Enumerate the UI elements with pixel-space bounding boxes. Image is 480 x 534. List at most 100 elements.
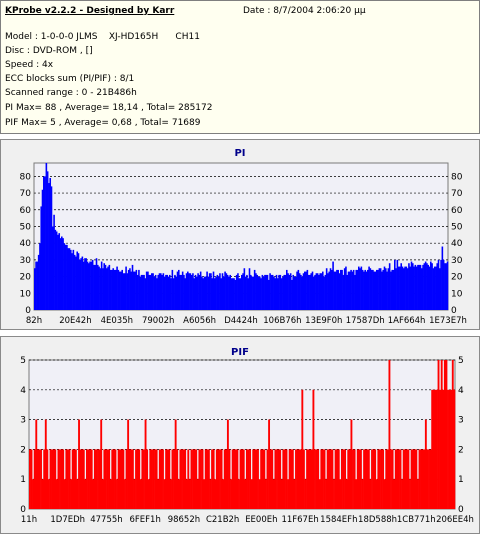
chart-bar — [434, 389, 437, 509]
chart-bar — [108, 449, 111, 509]
chart-bar — [41, 479, 44, 509]
chart-bar — [378, 268, 381, 310]
chart-bar — [242, 449, 245, 509]
chart-bar — [253, 269, 256, 310]
chart-bar — [97, 264, 99, 310]
chart-bar — [189, 273, 192, 310]
chart-bar — [250, 274, 252, 310]
chart-bar — [418, 264, 421, 310]
y-tick-label-right: 20 — [451, 273, 463, 283]
chart-bar — [130, 271, 133, 310]
chart-bar — [342, 449, 345, 509]
chart-bar — [251, 276, 253, 310]
chart-bar — [399, 266, 401, 310]
chart-bar — [273, 276, 275, 310]
chart-bar — [350, 269, 352, 310]
chart-bar — [315, 449, 318, 509]
chart-bar — [351, 271, 354, 310]
x-tick-label: 6FEF1h — [130, 515, 161, 525]
chart-bar — [372, 449, 375, 509]
chart-bar — [57, 449, 60, 509]
chart-bar — [44, 176, 46, 310]
chart-bar — [219, 449, 221, 509]
chart-bar — [126, 273, 129, 310]
chart-bar — [412, 263, 414, 310]
chart-bar — [48, 183, 50, 310]
chart-bar — [55, 231, 58, 310]
chart-bar — [245, 449, 248, 509]
chart-bar — [149, 274, 152, 310]
chart-bar — [127, 419, 130, 509]
x-tick-label: 17587Dh — [346, 316, 385, 326]
chart-bar — [446, 261, 449, 310]
chart-bar — [404, 449, 407, 509]
chart-bar — [328, 449, 331, 509]
chart-bar — [280, 479, 283, 509]
chart-bar — [54, 229, 57, 310]
chart-bar — [377, 269, 379, 310]
y-tick-label-left: 50 — [20, 222, 32, 232]
chart-bar — [73, 449, 76, 509]
chart-bar — [127, 269, 130, 310]
chart-bar — [222, 479, 225, 509]
chart-bar — [198, 274, 201, 310]
chart-bar — [437, 259, 440, 310]
chart-bar — [211, 278, 214, 310]
chart-bar — [437, 360, 440, 509]
chart-bar — [379, 268, 382, 310]
chart-bar — [82, 261, 85, 310]
chart-bar — [391, 449, 394, 509]
chart-bar — [81, 256, 84, 310]
chart-bar — [52, 226, 54, 310]
chart-bar — [322, 271, 324, 310]
chart-bar — [300, 274, 302, 310]
chart-bar — [358, 449, 361, 509]
chart-bar — [346, 274, 349, 310]
chart-bar — [332, 261, 334, 310]
chart-bar — [423, 263, 426, 310]
chart-bar — [217, 276, 220, 310]
chart-bar — [176, 271, 179, 310]
chart-bar — [264, 274, 266, 310]
chart-bar — [329, 268, 332, 310]
chart-bar — [313, 276, 315, 310]
chart-bar — [44, 419, 47, 509]
chart-bar — [220, 278, 223, 310]
chart-bar — [363, 271, 365, 310]
chart-bar — [188, 273, 190, 310]
chart-bar — [385, 268, 387, 310]
chart-bar — [154, 274, 157, 310]
chart-bar — [90, 261, 93, 310]
chart-bar — [340, 449, 343, 509]
chart-bar — [387, 268, 390, 310]
chart-bar — [301, 389, 304, 509]
chart-bar — [287, 479, 290, 509]
chart-bar — [359, 268, 361, 310]
y-tick-label-left: 4 — [20, 386, 26, 396]
chart-bar — [428, 266, 431, 310]
chart-bar — [424, 261, 427, 310]
chart-bar — [354, 274, 356, 310]
y-tick-label-left: 1 — [20, 475, 26, 485]
chart-bar — [410, 261, 413, 310]
chart-bar — [388, 360, 391, 509]
chart-bar — [167, 276, 170, 310]
chart-bar — [175, 276, 178, 310]
chart-bar — [60, 449, 63, 509]
chart-bar — [368, 266, 370, 310]
chart-bar — [447, 389, 449, 509]
chart-bar — [338, 273, 341, 310]
chart-bar — [166, 449, 169, 509]
chart-bar — [390, 271, 392, 310]
chart-bar — [203, 479, 206, 509]
chart-bar — [177, 479, 180, 509]
chart-bar — [30, 449, 33, 509]
chart-bar — [68, 449, 71, 509]
chart-bar — [252, 449, 255, 509]
pi-chart-title: PI — [234, 148, 246, 159]
chart-bar — [196, 276, 198, 310]
chart-bar — [138, 449, 141, 509]
chart-bar — [180, 274, 183, 310]
chart-bar — [230, 479, 232, 509]
chart-bar — [247, 278, 250, 310]
